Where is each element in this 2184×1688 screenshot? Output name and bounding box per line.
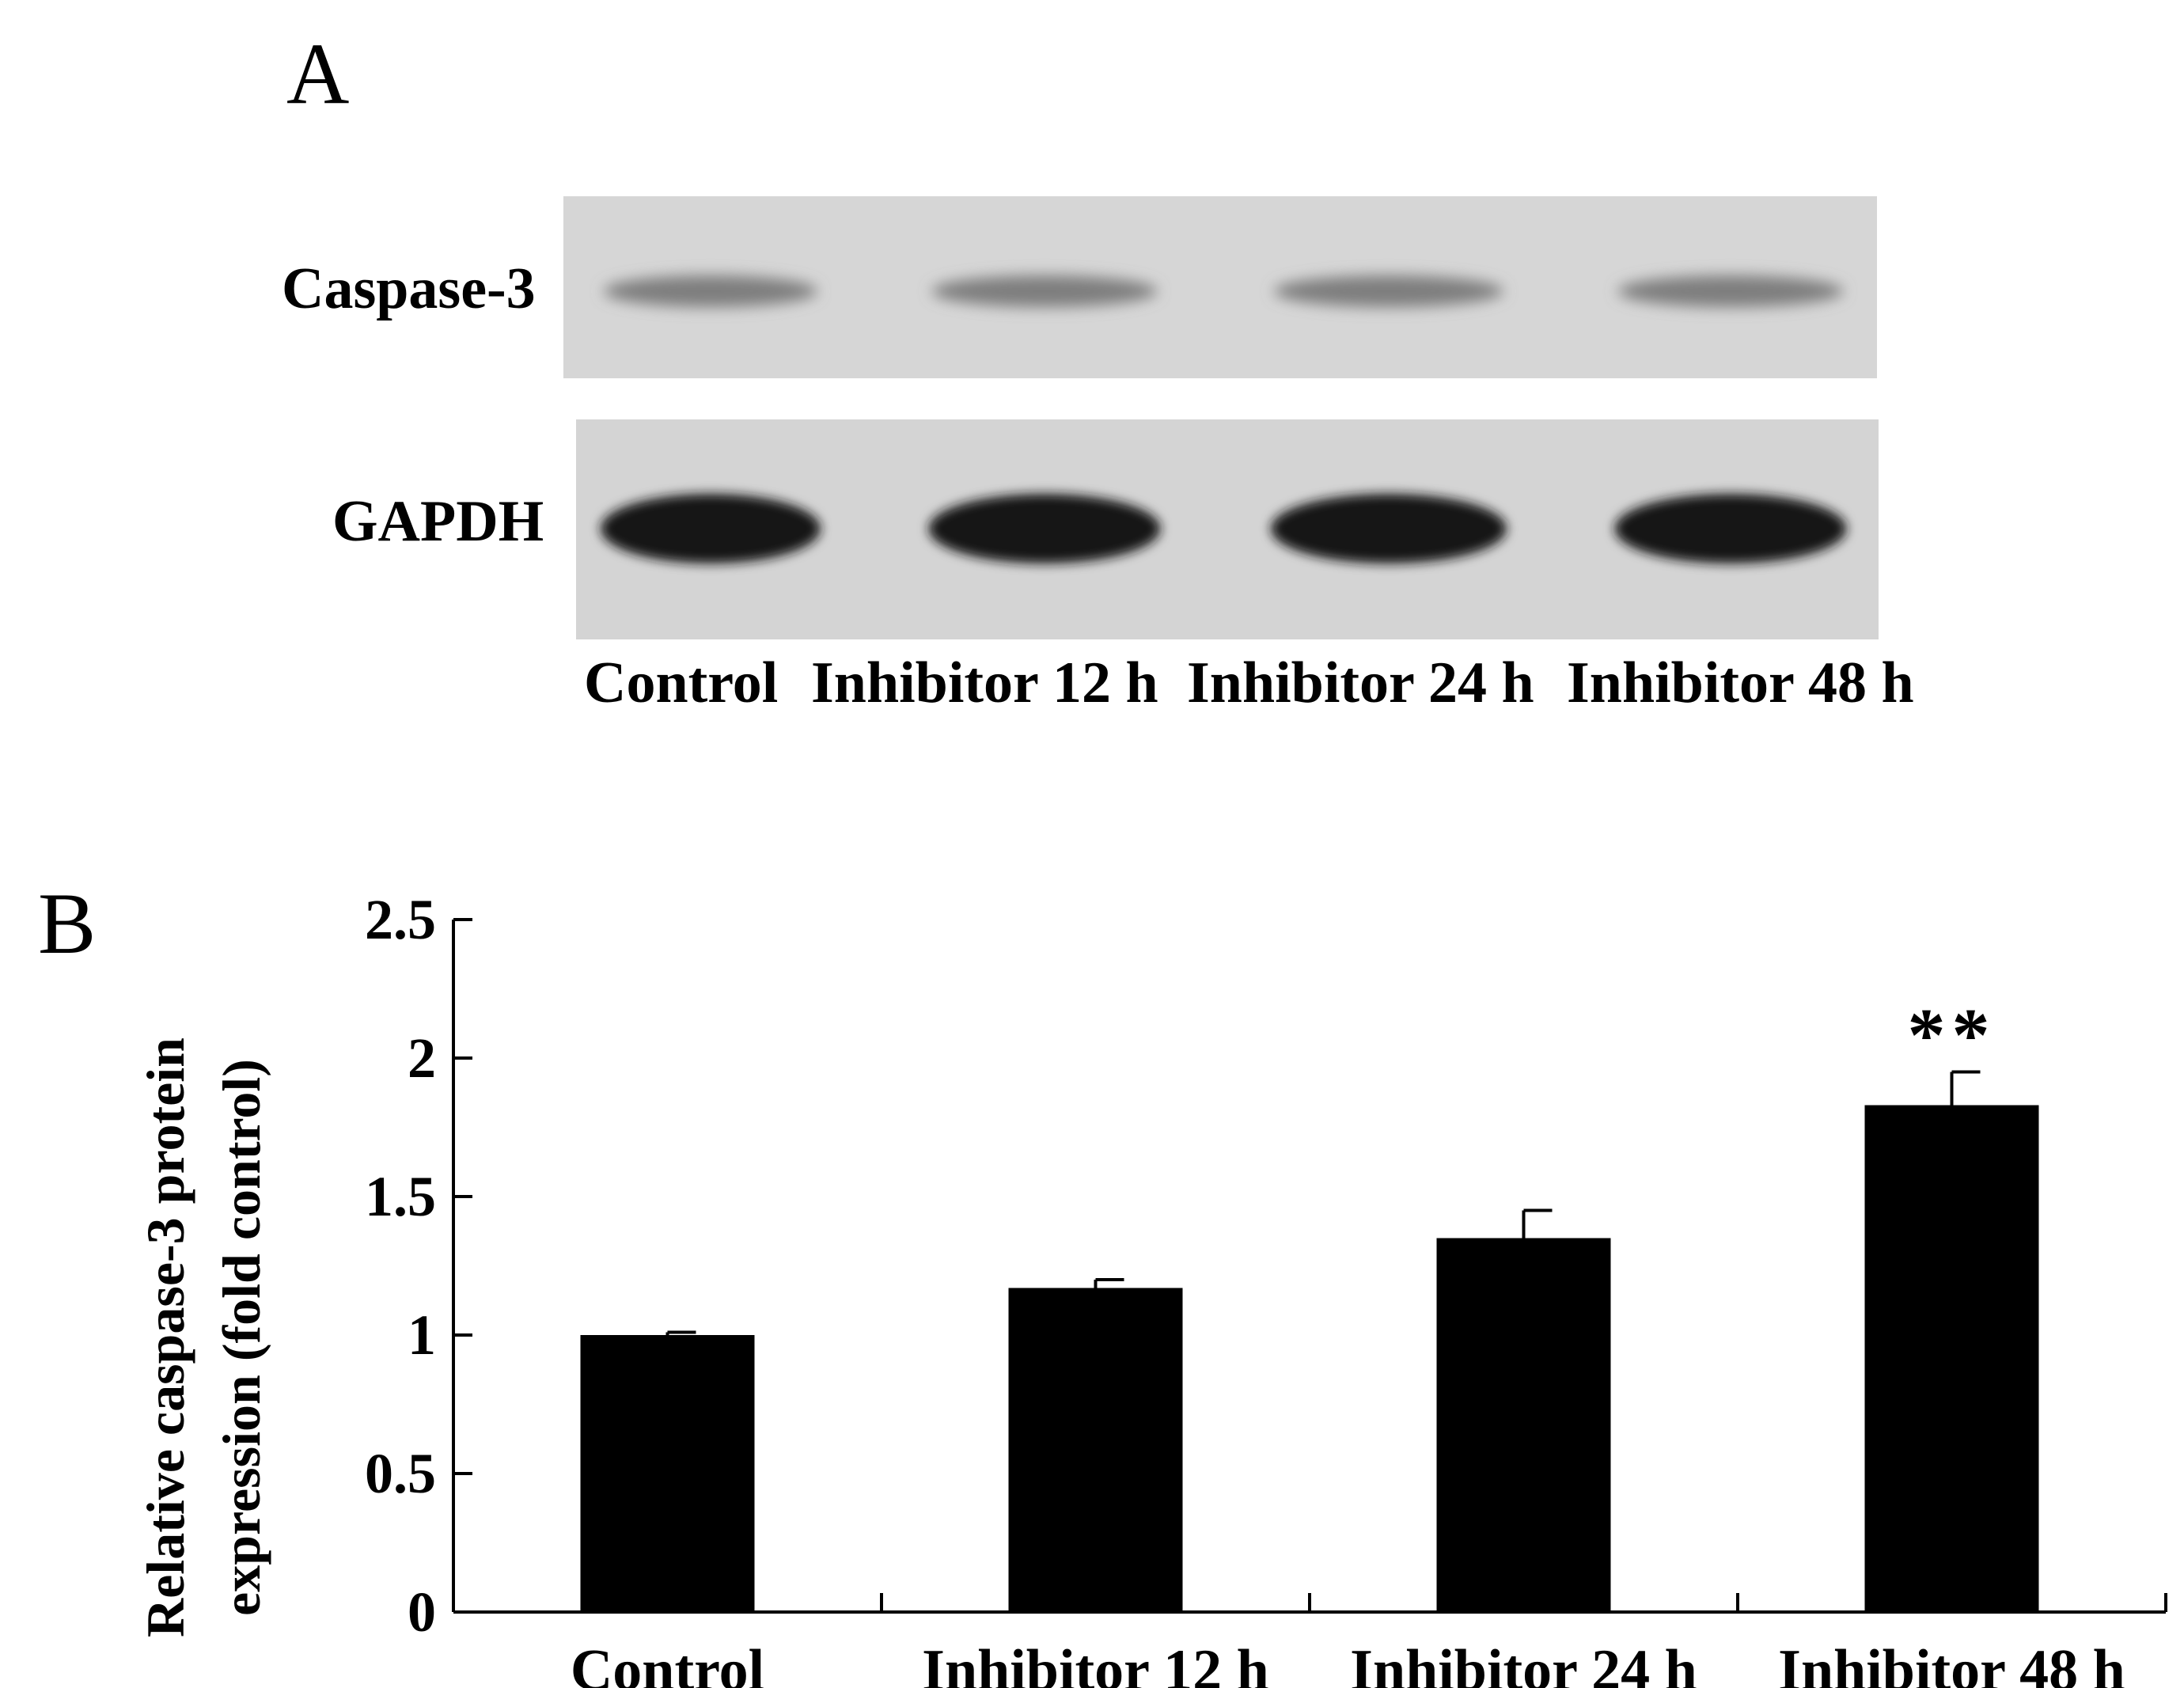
y-tick-label: 0 <box>408 1580 436 1644</box>
gapdh-band-control <box>601 494 821 563</box>
y-tick-label: 0.5 <box>365 1442 436 1505</box>
panel-b-letter: B <box>38 875 97 972</box>
caspase-3-band-inhibitor-48-h <box>1617 275 1844 307</box>
gapdh-band-inhibitor-24-h <box>1271 494 1507 563</box>
western-blot-image <box>563 196 1879 639</box>
blot-lane-label-inhibitor-48h: Inhibitor 48 h <box>1567 651 1914 715</box>
blot-lane-label-inhibitor-12h: Inhibitor 12 h <box>811 651 1158 715</box>
blot-row-label-caspase-3: Caspase-3 <box>282 256 536 321</box>
caspase-3-band-inhibitor-12-h <box>931 275 1158 307</box>
y-tick-label: 2 <box>408 1026 436 1090</box>
x-tick-label-inhibitor-48-h: Inhibitor 48 h <box>1778 1638 2125 1688</box>
bar-chart: Relative caspase-3 protein expression (f… <box>135 888 2167 1688</box>
gapdh-band-inhibitor-12-h <box>928 494 1161 563</box>
y-axis-label-line-2: expression (fold control) <box>211 1059 271 1616</box>
bar-inhibitor-48-h <box>1864 1105 2039 1612</box>
caspase-3-band-inhibitor-24-h <box>1274 275 1503 307</box>
x-tick-label-inhibitor-12-h: Inhibitor 12 h <box>922 1638 1269 1688</box>
caspase-3-band-control <box>604 275 817 307</box>
blot-lane-label-control: Control <box>584 651 779 715</box>
x-tick-label-inhibitor-24-h: Inhibitor 24 h <box>1350 1638 1697 1688</box>
blot-lane-label-inhibitor-24h: Inhibitor 24 h <box>1187 651 1534 715</box>
bar-inhibitor-24-h <box>1436 1238 1611 1612</box>
y-tick-label: 1 <box>408 1303 436 1367</box>
gapdh-band-inhibitor-48-h <box>1614 494 1847 563</box>
bar-control <box>580 1335 755 1612</box>
blot-row-label-gapdh: GAPDH <box>332 489 544 554</box>
bar-inhibitor-12-h <box>1008 1288 1183 1612</box>
y-tick-label: 2.5 <box>365 888 436 951</box>
significance-marker: ** <box>1908 993 1996 1078</box>
panel-a-letter: A <box>286 25 350 122</box>
y-tick-label: 1.5 <box>365 1165 436 1228</box>
y-axis-label-line-1: Relative caspase-3 protein <box>135 1037 195 1637</box>
x-tick-label-control: Control <box>571 1638 764 1688</box>
y-axis-label: Relative caspase-3 protein expression (f… <box>135 1037 271 1637</box>
